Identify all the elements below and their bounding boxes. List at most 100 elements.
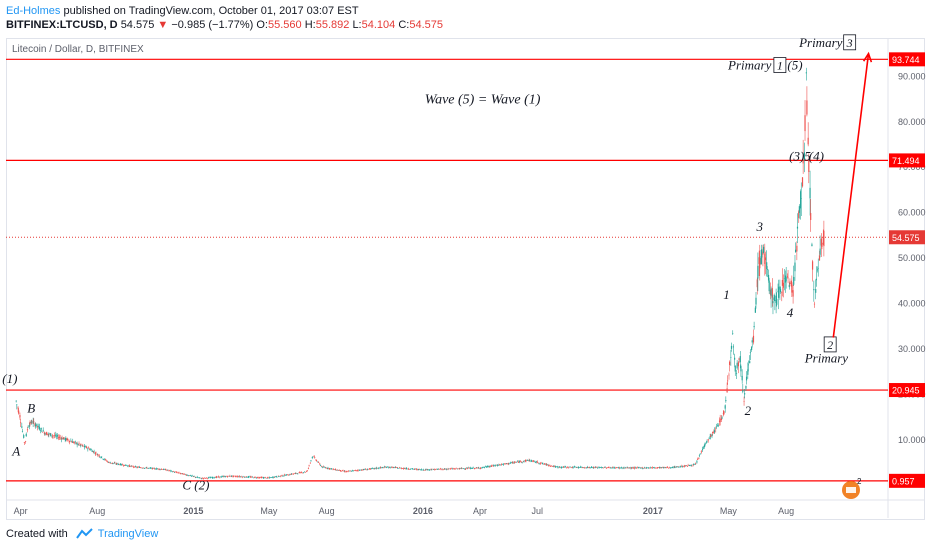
candle-body — [187, 474, 189, 476]
candle-body — [818, 255, 821, 261]
candle-body — [446, 468, 448, 470]
candle-body — [611, 467, 613, 469]
candle-body — [640, 467, 642, 469]
candle-body — [132, 466, 134, 467]
candle-body — [724, 405, 726, 409]
candle-body — [429, 469, 431, 471]
candle-body — [635, 467, 638, 469]
candle-body — [359, 469, 361, 471]
candle-body — [102, 459, 105, 460]
candle-body — [664, 467, 666, 468]
symbol-label[interactable]: BITFINEX:LTCUSD, D — [6, 19, 118, 31]
candle-body — [199, 477, 201, 479]
candle-body — [306, 470, 308, 472]
candle-body — [740, 366, 742, 372]
candle-body — [224, 476, 227, 478]
candle-body — [258, 477, 261, 479]
candle-body — [274, 476, 276, 478]
candle-body — [217, 476, 220, 478]
candle-body — [651, 467, 653, 469]
candle-body — [400, 468, 403, 469]
x-tick-label: Apr — [473, 506, 487, 516]
candle-body — [138, 466, 140, 468]
candle-body — [138, 466, 140, 468]
candle-body — [325, 467, 327, 469]
candle-body — [577, 467, 579, 468]
candle-body — [91, 449, 93, 451]
candle-body — [421, 469, 423, 471]
candle-body — [400, 467, 402, 469]
candle-body — [504, 463, 506, 465]
candle-body — [594, 467, 596, 469]
candle-body — [512, 462, 514, 464]
candle-body — [779, 288, 782, 293]
candle-body — [302, 472, 305, 473]
candle-body — [110, 463, 112, 464]
candle-body — [708, 437, 710, 439]
author-link[interactable]: Ed-Holmes — [6, 5, 61, 17]
candle-body — [172, 471, 174, 473]
candle-body — [505, 463, 508, 464]
candle-body — [346, 471, 348, 472]
candle-body — [475, 467, 477, 469]
candle-body — [442, 468, 444, 470]
candle-body — [373, 467, 376, 469]
candle-body — [480, 467, 482, 469]
candle-body — [789, 281, 791, 284]
candle-body — [221, 476, 223, 478]
candle-body — [728, 374, 730, 376]
wave-label: (1) — [2, 371, 17, 386]
candle-body — [272, 476, 274, 478]
candle-body — [581, 467, 583, 468]
candle-body — [514, 462, 516, 463]
candle-body — [177, 472, 179, 474]
candle-body — [786, 276, 789, 277]
candle-body — [440, 469, 442, 470]
candle-body — [49, 433, 51, 435]
candle-body — [668, 467, 670, 469]
candle-body — [817, 268, 819, 269]
candle-body — [586, 466, 589, 468]
candle-body — [245, 476, 247, 478]
candle-body — [725, 400, 727, 402]
candle-body — [498, 464, 501, 466]
candle-body — [96, 454, 98, 456]
tradingview-brand-link[interactable]: TradingView — [97, 528, 159, 540]
candle-body — [422, 469, 425, 471]
candle-body — [246, 477, 248, 478]
candle-body — [23, 442, 25, 443]
candle-body — [760, 256, 762, 265]
candle-body — [720, 418, 723, 420]
candle-body — [70, 441, 73, 443]
candle-body — [206, 478, 208, 479]
candle-body — [617, 467, 619, 469]
candle-body — [366, 469, 368, 471]
candle-body — [692, 464, 694, 466]
candle-body — [529, 459, 531, 461]
candle-body — [332, 468, 334, 470]
candle-body — [732, 333, 734, 334]
candle-body — [341, 470, 343, 472]
candle-body — [123, 465, 125, 467]
candle-body — [463, 468, 465, 469]
x-tick-label: Aug — [778, 506, 794, 516]
candle-body — [364, 469, 366, 470]
candle-body — [502, 464, 504, 465]
candle-body — [308, 464, 310, 466]
candle-body — [644, 467, 646, 469]
candle-body — [622, 467, 624, 469]
candle-body — [562, 467, 564, 468]
candle-body — [634, 467, 636, 469]
projection-arrow-line — [832, 53, 870, 338]
candle-body — [48, 433, 50, 435]
candle-body — [717, 425, 719, 426]
candle-body — [717, 425, 719, 427]
candle-body — [722, 413, 724, 415]
candle-body — [563, 466, 565, 468]
candle-body — [209, 477, 211, 479]
candle-body — [57, 435, 59, 437]
candle-body — [647, 467, 649, 469]
candle-body — [564, 466, 567, 468]
candle-body — [623, 467, 625, 469]
